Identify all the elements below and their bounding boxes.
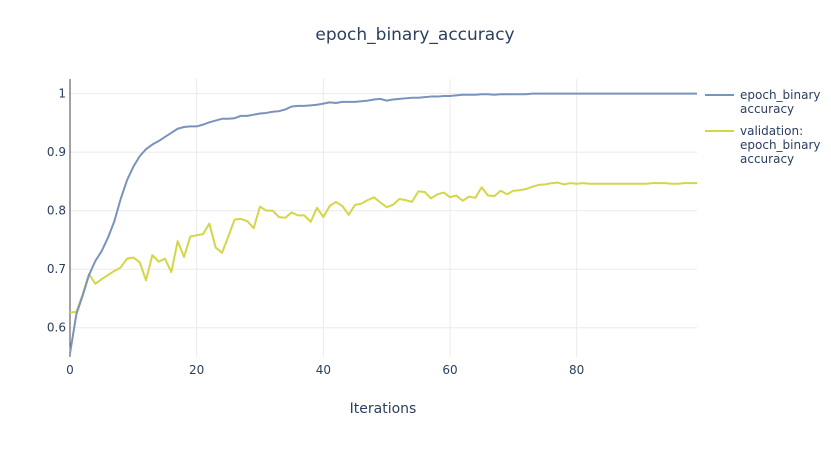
x-tick-label: 80 <box>569 363 584 377</box>
series-line-validation[interactable] <box>69 181 697 314</box>
y-tick-label: 0.6 <box>47 321 66 335</box>
legend-label: accuracy <box>740 152 794 166</box>
tick-labels: 0.6 0.7 0.8 0.9 1 0 20 40 60 80 <box>47 87 584 377</box>
y-tick-label: 1 <box>58 87 66 101</box>
legend-label: epoch_binary <box>740 138 821 152</box>
y-tick-label: 0.8 <box>47 204 66 218</box>
x-axis-title: Iterations <box>350 401 417 417</box>
legend[interactable]: epoch_binaryaccuracyvalidation:epoch_bin… <box>705 88 821 166</box>
x-tick-label: 0 <box>66 363 74 377</box>
chart-title: epoch_binary_accuracy <box>315 25 514 45</box>
y-tick-label: 0.7 <box>47 262 66 276</box>
series-lines <box>69 92 697 354</box>
x-tick-label: 20 <box>189 363 204 377</box>
x-tick-label: 60 <box>442 363 457 377</box>
y-tick-label: 0.9 <box>47 145 66 159</box>
legend-label: epoch_binary <box>740 88 821 102</box>
series-line-train[interactable] <box>69 92 697 354</box>
legend-label: accuracy <box>740 102 794 116</box>
x-tick-label: 40 <box>316 363 331 377</box>
legend-label: validation: <box>740 124 803 138</box>
